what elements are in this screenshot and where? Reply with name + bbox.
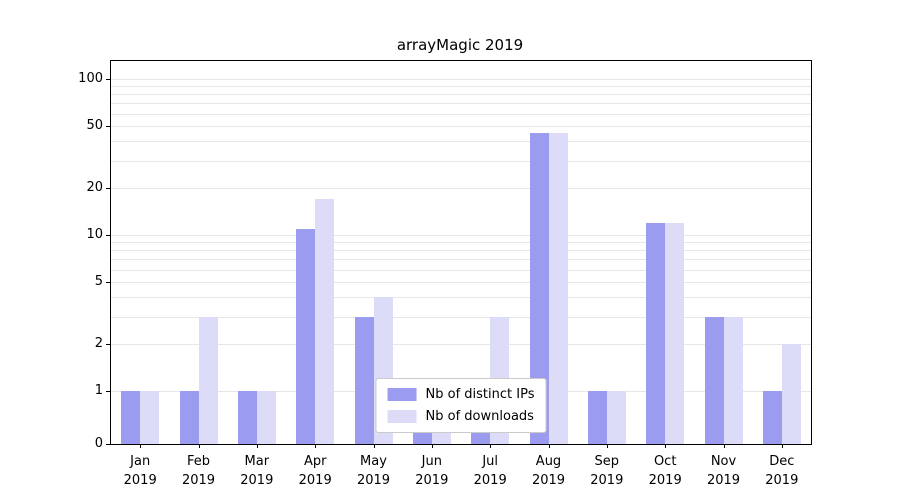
x-tick-mark [198, 444, 200, 448]
gridline [111, 113, 811, 115]
bar-distinct-ips [587, 391, 607, 444]
gridline [111, 316, 811, 318]
gridline [111, 269, 811, 271]
bar-downloads [781, 344, 801, 444]
chart-title: arrayMagic 2019 [396, 36, 524, 54]
bar-downloads [140, 391, 160, 444]
legend: Nb of distinct IPs Nb of downloads [375, 378, 547, 433]
bar-downloads [315, 199, 335, 444]
bar-downloads [723, 316, 743, 444]
x-tick-mark [723, 444, 725, 448]
y-tick-label: 50 [86, 118, 103, 133]
x-tick-mark [315, 444, 317, 448]
y-tick-label: 5 [94, 274, 103, 289]
y-tick-mark [106, 344, 110, 345]
legend-swatch-downloads [387, 410, 417, 423]
x-tick-mark [665, 444, 667, 448]
gridline [111, 86, 811, 88]
bar-distinct-ips [179, 391, 199, 444]
bar-downloads [548, 133, 568, 444]
gridline [111, 188, 811, 189]
bar-distinct-ips [296, 228, 316, 444]
x-tick-label: Apr 2019 [298, 454, 332, 488]
y-tick-mark [106, 391, 110, 392]
y-tick-mark [106, 282, 110, 283]
bar-downloads [665, 222, 685, 444]
y-tick-mark [106, 126, 110, 127]
bar-downloads [198, 316, 218, 444]
x-tick-label: Dec 2019 [765, 454, 799, 488]
x-tick-mark [256, 444, 258, 448]
legend-label-downloads: Nb of downloads [425, 409, 534, 424]
x-tick-mark [781, 444, 783, 448]
x-tick-mark [140, 444, 142, 448]
grid-layer [111, 61, 811, 444]
x-tick-label: Nov 2019 [706, 454, 741, 488]
y-tick-label: 0 [94, 436, 103, 451]
x-tick-mark [548, 444, 550, 448]
gridline [111, 79, 811, 80]
y-tick-mark [106, 188, 110, 189]
gridline [111, 250, 811, 252]
y-tick-label: 2 [94, 336, 103, 351]
gridline [111, 259, 811, 261]
y-tick-label: 1 [94, 383, 103, 398]
y-tick-mark [106, 235, 110, 236]
gridline [111, 235, 811, 236]
bar-distinct-ips [529, 133, 549, 444]
x-tick-label: Mar 2019 [240, 454, 274, 488]
plot-area: Nb of distinct IPs Nb of downloads 0 1 2 5 1… [78, 60, 812, 488]
x-tick-mark [373, 444, 375, 448]
bar-distinct-ips [646, 222, 666, 444]
gridline [111, 94, 811, 96]
y-tick-label: 20 [86, 180, 103, 195]
y-tick-mark [106, 444, 110, 445]
x-tick-mark [490, 444, 492, 448]
bar-downloads [606, 391, 626, 444]
x-tick-label: Oct 2019 [648, 454, 682, 488]
gridline [111, 141, 811, 143]
gridline [111, 282, 811, 283]
legend-label-distinct-ips: Nb of distinct IPs [425, 387, 535, 402]
gridline [111, 160, 811, 162]
bar-downloads [256, 391, 276, 444]
bar-distinct-ips [704, 316, 724, 444]
gridline [111, 297, 811, 299]
x-tick-label: Aug 2019 [531, 454, 566, 488]
gridline [111, 103, 811, 105]
bar-distinct-ips [121, 391, 141, 444]
gridline [111, 344, 811, 345]
x-tick-mark [431, 444, 433, 448]
y-tick-mark [106, 79, 110, 80]
x-tick-label: Jul 2019 [473, 454, 507, 488]
legend-swatch-distinct-ips [387, 388, 417, 401]
y-tick-label: 100 [78, 71, 103, 86]
x-tick-label: Sep 2019 [590, 454, 624, 488]
bar-distinct-ips [354, 316, 374, 444]
y-tick-label: 10 [86, 227, 103, 242]
x-tick-mark [606, 444, 608, 448]
x-tick-label: Jan 2019 [123, 454, 157, 488]
bar-distinct-ips [237, 391, 257, 444]
x-tick-label: May 2019 [356, 454, 391, 488]
bar-distinct-ips [762, 391, 782, 444]
legend-item-downloads: Nb of downloads [387, 409, 535, 424]
x-tick-label: Jun 2019 [415, 454, 449, 488]
gridline [111, 126, 811, 127]
x-tick-label: Feb 2019 [181, 454, 216, 488]
gridline [111, 242, 811, 244]
legend-item-distinct-ips: Nb of distinct IPs [387, 387, 535, 402]
